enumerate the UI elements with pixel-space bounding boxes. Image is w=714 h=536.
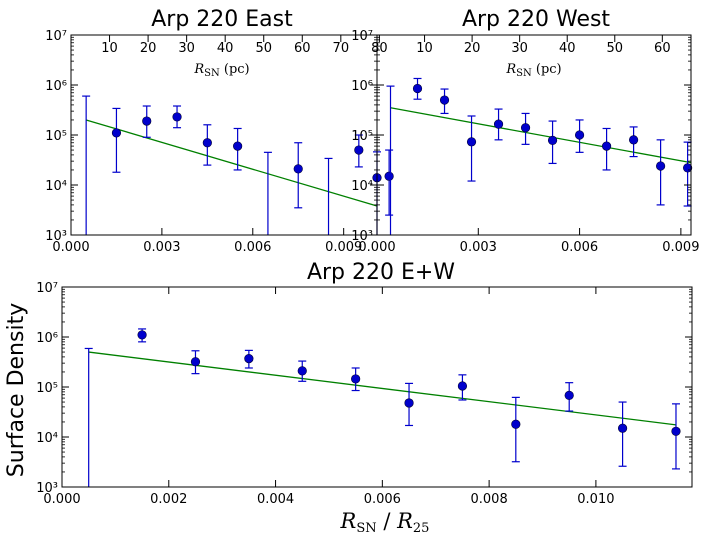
x-tick-label: 0.003 xyxy=(460,240,497,255)
y-tick-label: 10⁶ xyxy=(36,331,58,346)
top-x-tick-label: 40 xyxy=(559,41,576,56)
data-point xyxy=(172,112,182,122)
top-x-tick-label: 40 xyxy=(217,41,234,56)
x-tick-label: 0.004 xyxy=(257,492,294,507)
y-tick-label: 10⁷ xyxy=(351,29,373,44)
top-x-tick-label: 70 xyxy=(333,41,350,56)
top-axis-label: RSN (pc) xyxy=(193,62,249,79)
data-point xyxy=(520,123,531,133)
y-tick-label: 10³ xyxy=(351,229,373,244)
y-tick-label: 10⁶ xyxy=(351,79,373,94)
data-point xyxy=(671,426,681,436)
panel-title: Arp 220 East xyxy=(151,7,293,32)
y-tick-label: 10⁷ xyxy=(45,29,67,44)
data-point xyxy=(293,164,303,174)
data-point xyxy=(617,423,628,433)
top-x-tick-label: 60 xyxy=(294,41,311,56)
top-x-tick-label: 30 xyxy=(178,41,195,56)
y-tick-label: 10³ xyxy=(45,229,67,244)
x-tick-label: 0.003 xyxy=(143,240,180,255)
combined-marks xyxy=(84,328,681,487)
data-point xyxy=(564,390,574,400)
data-point xyxy=(354,145,364,155)
y-tick-label: 10⁴ xyxy=(36,431,58,446)
fit-line xyxy=(390,107,692,164)
x-tick-label: 0.006 xyxy=(561,240,598,255)
x-tick-label: 0.009 xyxy=(325,240,362,255)
data-point xyxy=(629,135,639,145)
data-point xyxy=(656,161,666,171)
top-x-tick-label: 10 xyxy=(416,41,433,56)
y-tick-label: 10⁷ xyxy=(36,281,58,296)
data-point xyxy=(601,141,612,151)
x-tick-label: 0.006 xyxy=(364,492,401,507)
data-point xyxy=(142,116,152,126)
x-tick-label: 0.008 xyxy=(471,492,508,507)
top-x-tick-label: 60 xyxy=(654,41,671,56)
x-tick-label: 0.000 xyxy=(358,240,395,255)
x-tick-label: 0.000 xyxy=(43,492,80,507)
fit-line xyxy=(88,351,677,426)
data-point xyxy=(466,137,477,147)
x-tick-label: 0.000 xyxy=(52,240,89,255)
x-tick-label: 0.010 xyxy=(577,492,614,507)
data-point xyxy=(574,130,585,140)
data-point xyxy=(244,353,254,364)
data-point xyxy=(190,357,201,367)
west-axes: 10³ 10⁴ 10⁵ 10⁶ 10⁷ 0.000 0.003 0.006 0.009 10 20 3… xyxy=(351,29,699,255)
data-point xyxy=(547,135,558,145)
data-point xyxy=(351,374,361,384)
data-point xyxy=(202,138,212,148)
y-tick-label: 10⁵ xyxy=(45,129,67,144)
y-tick-label: 10⁵ xyxy=(36,381,58,396)
panel-arp220-west: Arp 220 West 10³ 10⁴ 10⁵ 10⁶ 10⁷ 0.000 0.003 0.… xyxy=(351,7,699,255)
data-point xyxy=(111,128,122,138)
y-tick-label: 10⁵ xyxy=(351,129,373,144)
top-x-tick-label: 20 xyxy=(464,41,481,56)
data-point xyxy=(412,83,423,94)
data-point xyxy=(457,381,468,391)
data-point xyxy=(511,419,521,429)
x-tick-label: 0.009 xyxy=(662,240,699,255)
y-tick-label: 10⁴ xyxy=(351,179,373,194)
data-point xyxy=(297,366,307,376)
y-tick-label: 10⁴ xyxy=(45,179,67,194)
top-x-tick-label: 30 xyxy=(511,41,528,56)
y-tick-label: 10⁶ xyxy=(45,79,67,94)
x-axis-label: RSN / R25 xyxy=(340,509,430,536)
panel-arp220-combined: Arp 220 E+W 10³ 10⁴ 10⁵ 10⁶ 10⁷ 0.000 0.002 0.0… xyxy=(36,260,693,507)
panel-title: Arp 220 E+W xyxy=(307,260,455,285)
combined-axes: 10³ 10⁴ 10⁵ 10⁶ 10⁷ 0.000 0.002 0.004 0.006 0.008… xyxy=(36,281,692,507)
top-x-tick-label: 50 xyxy=(606,41,623,56)
panel-arp220-east: Arp 220 East 10³ 10⁴ 10⁵ 10⁶ 10⁷ 0.000 0.003 0.… xyxy=(45,7,394,255)
x-tick-label: 0.002 xyxy=(150,492,187,507)
top-x-tick-label: 20 xyxy=(140,41,157,56)
panel-title: Arp 220 West xyxy=(462,7,610,32)
west-marks xyxy=(386,77,693,235)
data-point xyxy=(384,171,394,181)
data-point xyxy=(404,398,414,408)
data-point xyxy=(493,119,504,129)
data-point xyxy=(439,95,450,105)
data-point xyxy=(233,141,243,151)
east-axes: 10³ 10⁴ 10⁵ 10⁶ 10⁷ 0.000 0.003 0.006 0.009 10 20 3… xyxy=(45,29,387,255)
y-tick-label: 10³ xyxy=(36,481,58,496)
top-x-tick-label: 80 xyxy=(371,41,388,56)
y-axis-label: Surface Density xyxy=(4,303,29,477)
east-marks xyxy=(82,95,394,235)
top-axis-label: RSN (pc) xyxy=(505,62,561,79)
data-point xyxy=(137,330,147,340)
x-tick-label: 0.006 xyxy=(234,240,271,255)
top-x-tick-label: 50 xyxy=(255,41,272,56)
top-x-tick-label: 10 xyxy=(101,41,118,56)
